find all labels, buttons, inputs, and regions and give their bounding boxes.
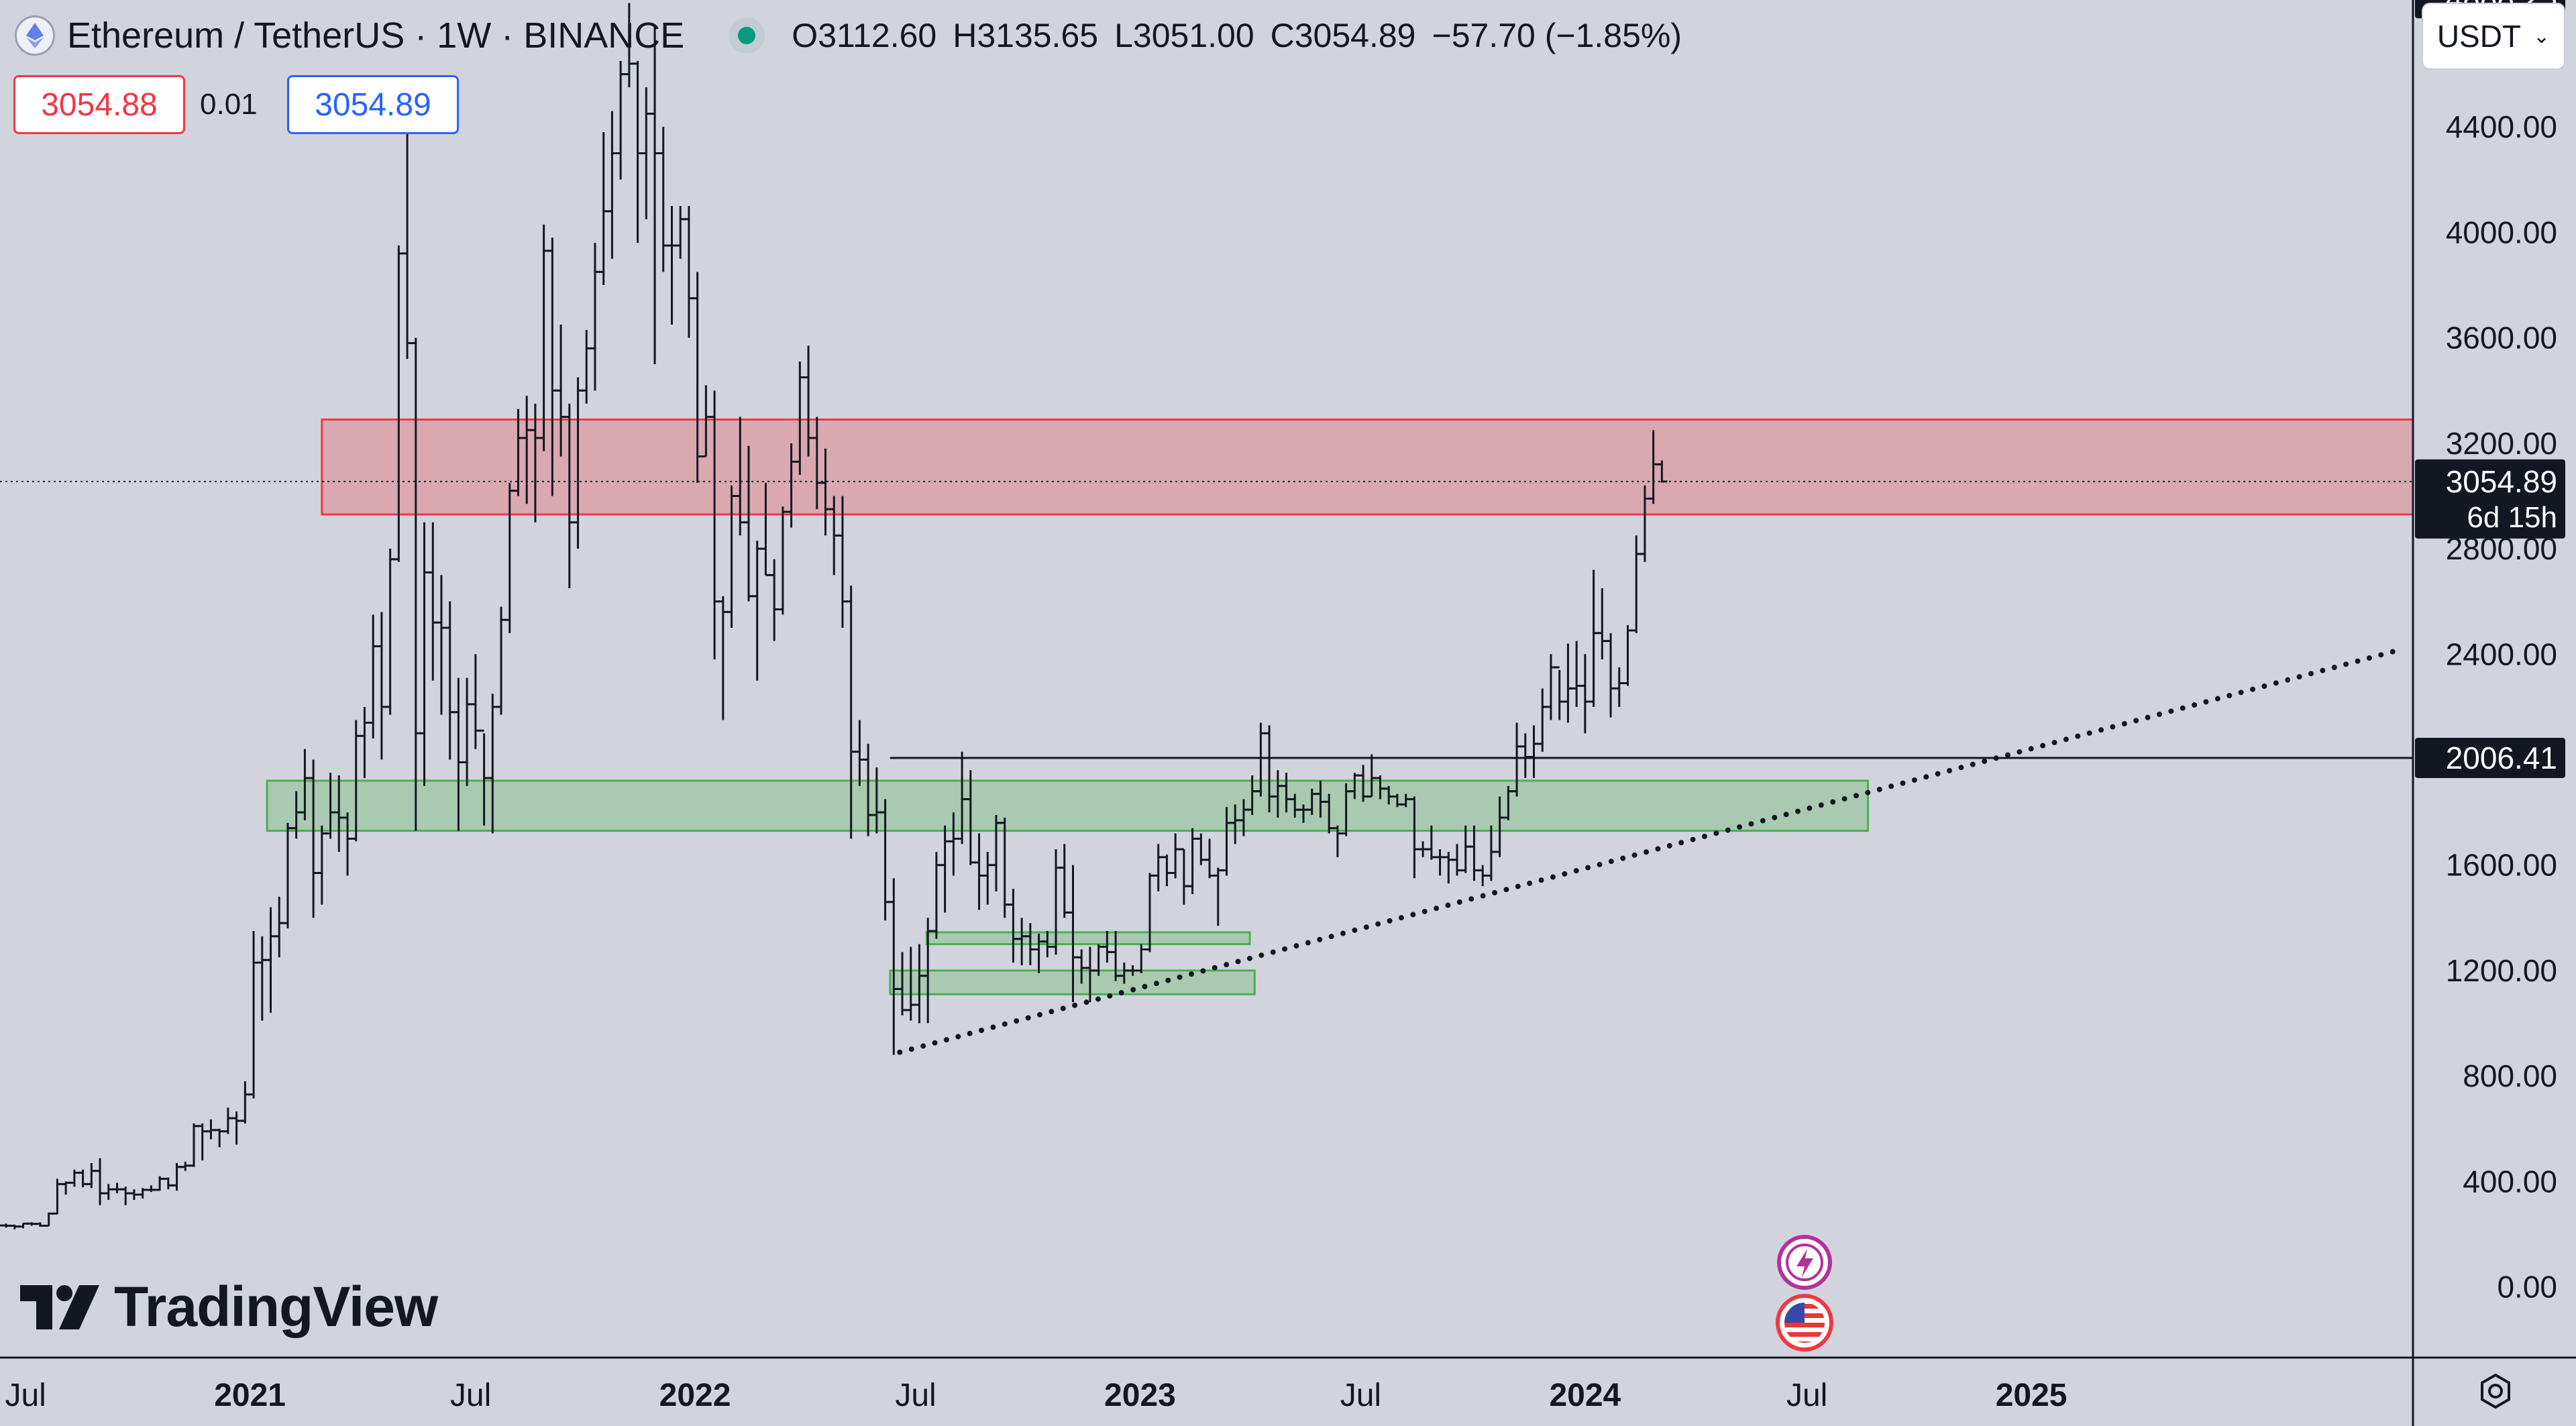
- high-value: 3135.65: [977, 16, 1099, 54]
- support-zone-2: [925, 931, 1251, 946]
- last-price-label: 3054.89: [2446, 464, 2557, 499]
- settings-gear-icon[interactable]: [2475, 1371, 2516, 1411]
- low-value: 3051.00: [1132, 16, 1254, 54]
- chart-header: Ethereum / TetherUS · 1W · BINANCE O 3112…: [0, 0, 1682, 70]
- candles-layer: [0, 3, 1668, 1229]
- lines-layer: [0, 480, 2413, 759]
- time-tick-label: Jul: [1340, 1378, 1381, 1413]
- price-tick-label: 1600.00: [2446, 848, 2557, 883]
- price-tick-label: 1200.00: [2446, 953, 2557, 988]
- time-tick-label: 2025: [1996, 1378, 2068, 1413]
- price-change: −57.70 (−1.85%): [1432, 16, 1682, 54]
- time-tick-label: 2021: [214, 1378, 286, 1413]
- tradingview-icon: [20, 1284, 99, 1329]
- time-tick-label: Jul: [1786, 1378, 1827, 1413]
- time-tick-label: 2024: [1549, 1378, 1621, 1413]
- level-price-label-1: 2006.41: [2446, 741, 2557, 775]
- high-key: H: [953, 16, 977, 54]
- ethereum-icon: [15, 15, 55, 56]
- tradingview-wordmark: TradingView: [114, 1275, 438, 1338]
- time-tick-label: Jul: [5, 1378, 46, 1413]
- price-tick-label: 0.00: [2497, 1270, 2557, 1305]
- level-price-label-bg-1: [2415, 737, 2565, 778]
- buy-button[interactable]: 3054.89: [287, 75, 459, 134]
- sell-button[interactable]: 3054.88: [13, 75, 185, 134]
- spread-value: 0.01: [200, 88, 258, 121]
- us-flag-event-icon[interactable]: [1776, 1294, 1833, 1352]
- last-price-label-bg: [2415, 459, 2565, 539]
- price-tick-label: 800.00: [2463, 1058, 2557, 1093]
- symbol-title[interactable]: Ethereum / TetherUS · 1W · BINANCE: [67, 15, 685, 56]
- price-tick-label: 4400.00: [2446, 109, 2557, 144]
- close-key: C: [1270, 16, 1295, 54]
- trendline-layer: [897, 649, 2396, 1055]
- bar-countdown-label: 6d 15h: [2467, 501, 2557, 534]
- time-tick-label: Jul: [450, 1378, 491, 1413]
- time-tick-label: 2023: [1104, 1378, 1176, 1413]
- market-open-status-icon[interactable]: [729, 17, 765, 54]
- dotted-trendline: [897, 649, 2396, 1055]
- currency-selector[interactable]: USDT ⌄: [2423, 4, 2564, 68]
- tradingview-logo[interactable]: TradingView: [20, 1274, 438, 1339]
- ohlc-readout: O 3112.60 H 3135.65 L 3051.00 C 3054.89 −57.…: [792, 16, 1682, 55]
- low-key: L: [1114, 16, 1133, 54]
- open-value: 3112.60: [818, 16, 937, 54]
- ohlc-bar: [1656, 460, 1668, 483]
- price-tick-label: 3200.00: [2446, 426, 2557, 461]
- lightning-event-icon[interactable]: [1777, 1235, 1832, 1290]
- time-tick-label: Jul: [895, 1378, 936, 1413]
- price-tick-label: 2400.00: [2446, 637, 2557, 671]
- currency-label: USDT: [2436, 19, 2522, 54]
- time-axis[interactable]: Jul 2021 Jul 2022 Jul 2023 Jul 2024 Jul 2025: [5, 1378, 2067, 1413]
- price-tick-label: 3600.00: [2446, 321, 2557, 355]
- event-markers: [1776, 1235, 1833, 1352]
- close-value: 3054.89: [1294, 16, 1416, 54]
- open-key: O: [792, 16, 818, 54]
- chevron-down-icon: ⌄: [2533, 25, 2551, 48]
- price-tick-label: 4000.00: [2446, 215, 2557, 250]
- resistance-zone-0: [321, 418, 2414, 516]
- support-zone-1: [266, 779, 1870, 832]
- price-tick-label: 400.00: [2463, 1164, 2557, 1199]
- time-tick-label: 2022: [659, 1378, 731, 1413]
